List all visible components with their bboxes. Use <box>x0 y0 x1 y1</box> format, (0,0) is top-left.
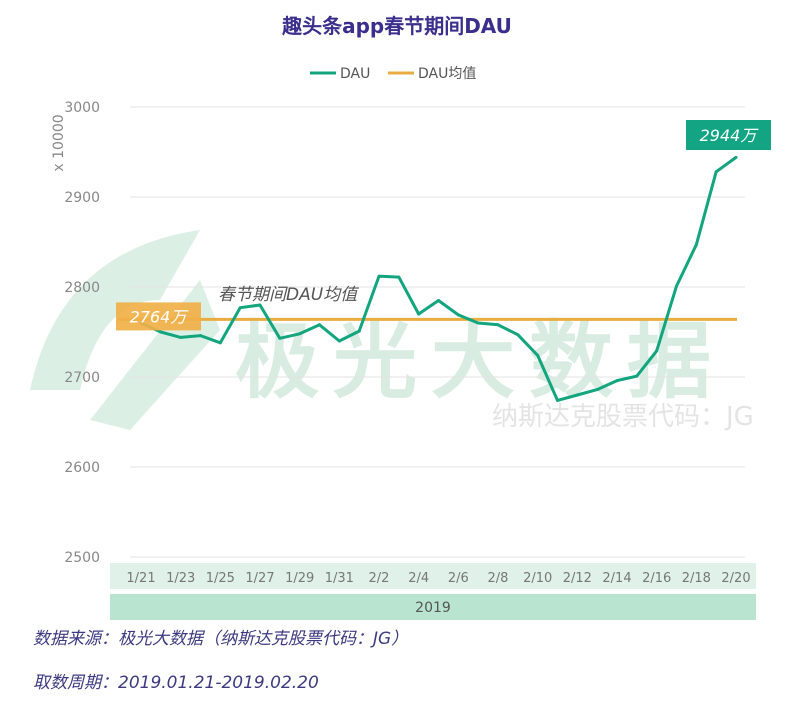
y-tick-label: 2900 <box>64 190 100 206</box>
last-value-label: 2944万 <box>700 126 760 145</box>
legend-label-mean: DAU均值 <box>418 66 476 82</box>
y-tick-label: 2800 <box>64 280 100 296</box>
dau-point <box>179 335 183 339</box>
y-tick-label: 3000 <box>64 100 100 116</box>
x-tick-label: 2/8 <box>488 571 509 586</box>
dau-point <box>615 379 619 383</box>
dau-point <box>278 336 282 340</box>
watermark-logo-text: 极光大数据 <box>235 312 725 410</box>
x-tick-label: 2/16 <box>642 571 671 586</box>
mean-label: 2764万 <box>130 307 190 326</box>
last-label-box <box>686 120 771 150</box>
chart-title: 趣头条app春节期间DAU <box>282 14 512 38</box>
dau-point <box>556 398 559 402</box>
dau-point <box>238 306 242 310</box>
dau-point <box>655 349 659 353</box>
dau-point <box>714 170 718 174</box>
dau-point <box>476 321 480 325</box>
x-year-band <box>110 594 756 620</box>
dau-point <box>595 388 599 392</box>
dau-point <box>159 330 163 334</box>
dau-point <box>575 393 579 397</box>
watermark-logo-icon <box>30 230 220 430</box>
dau-point <box>377 274 381 278</box>
x-tick-label: 1/27 <box>245 571 274 586</box>
dau-point <box>675 284 678 288</box>
legend-label-dau: DAU <box>340 66 370 82</box>
x-tick-label: 2/10 <box>523 571 552 586</box>
x-axis-band <box>110 563 756 589</box>
data-source: 数据来源：极光大数据（纳斯达克股票代码：JG） <box>33 629 409 649</box>
dau-point <box>516 333 520 337</box>
dau-point <box>337 339 341 343</box>
x-axis-label: 2019 <box>415 600 451 616</box>
x-tick-label: 2/4 <box>408 571 429 586</box>
dau-point <box>318 323 321 327</box>
dau-point <box>496 323 500 327</box>
x-tick-label: 2/18 <box>682 571 711 586</box>
x-tick-label: 2/6 <box>448 571 469 586</box>
x-tick-label: 2/2 <box>369 571 390 586</box>
x-tick-label: 1/23 <box>166 571 195 586</box>
dau-point <box>694 243 698 247</box>
mean-label-box <box>116 302 201 331</box>
y-tick-label: 2500 <box>64 550 100 566</box>
y-tick-label: 2600 <box>64 460 100 476</box>
dau-point <box>298 332 302 336</box>
x-tick-label: 2/14 <box>602 571 631 586</box>
dau-point <box>397 275 401 279</box>
watermark-sub-text: 纳斯达克股票代码：JG <box>492 402 754 432</box>
dau-point <box>635 374 639 378</box>
x-tick-label: 1/29 <box>285 571 314 586</box>
x-tick-label: 2/12 <box>563 571 592 586</box>
dau-point <box>258 303 262 307</box>
x-tick-label: 2/20 <box>721 571 750 586</box>
data-period: 取数周期：2019.01.21-2019.02.20 <box>33 673 319 693</box>
x-tick-label: 1/31 <box>325 571 354 586</box>
dau-point <box>417 312 421 316</box>
dau-point <box>437 299 440 302</box>
y-axis-label: x 10000 <box>51 114 67 171</box>
x-tick-label: 1/21 <box>126 571 155 586</box>
x-tick-label: 1/25 <box>206 571 235 586</box>
dau-point <box>456 313 460 317</box>
y-tick-label: 2700 <box>64 370 100 386</box>
mean-caption: 春节期间DAU均值 <box>218 285 359 305</box>
dau-point <box>218 341 222 345</box>
dau-point <box>734 155 738 159</box>
dau-point <box>357 329 361 333</box>
dau-point <box>536 353 540 357</box>
dau-point <box>199 334 202 338</box>
